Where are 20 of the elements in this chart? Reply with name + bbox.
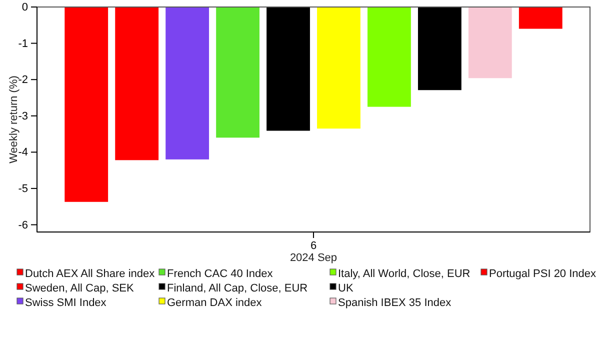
y-tick-label: -3 [18,110,28,122]
legend-label: Portugal PSI 20 Index [489,268,597,280]
y-tick-label: -6 [18,219,28,232]
y-tick-label: -1 [18,38,28,50]
legend-label: Spanish IBEX 35 Index [338,296,452,309]
legend-label: Dutch AEX All Share index [25,268,156,280]
legend-label: Sweden, All Cap, SEK [25,282,135,294]
y-tick-label: -5 [18,182,28,195]
y-tick-label: -4 [18,146,28,159]
legend-label: Italy, All World, Close, EUR [338,268,470,280]
x-axis-title: 2024 Sep [290,252,338,264]
y-axis-title: Weekly return (%) [8,76,20,164]
legend-label: UK [338,282,354,294]
legend-label: German DAX index [167,296,262,309]
legend-label: Finland, All Cap, Close, EUR [167,282,308,294]
legend-label: Swiss SMI Index [25,296,107,309]
y-tick-label: -2 [18,74,28,86]
legend-label: French CAC 40 Index [167,268,274,280]
y-tick-label: 0 [22,2,28,14]
x-tick-label: 6 [310,240,317,252]
